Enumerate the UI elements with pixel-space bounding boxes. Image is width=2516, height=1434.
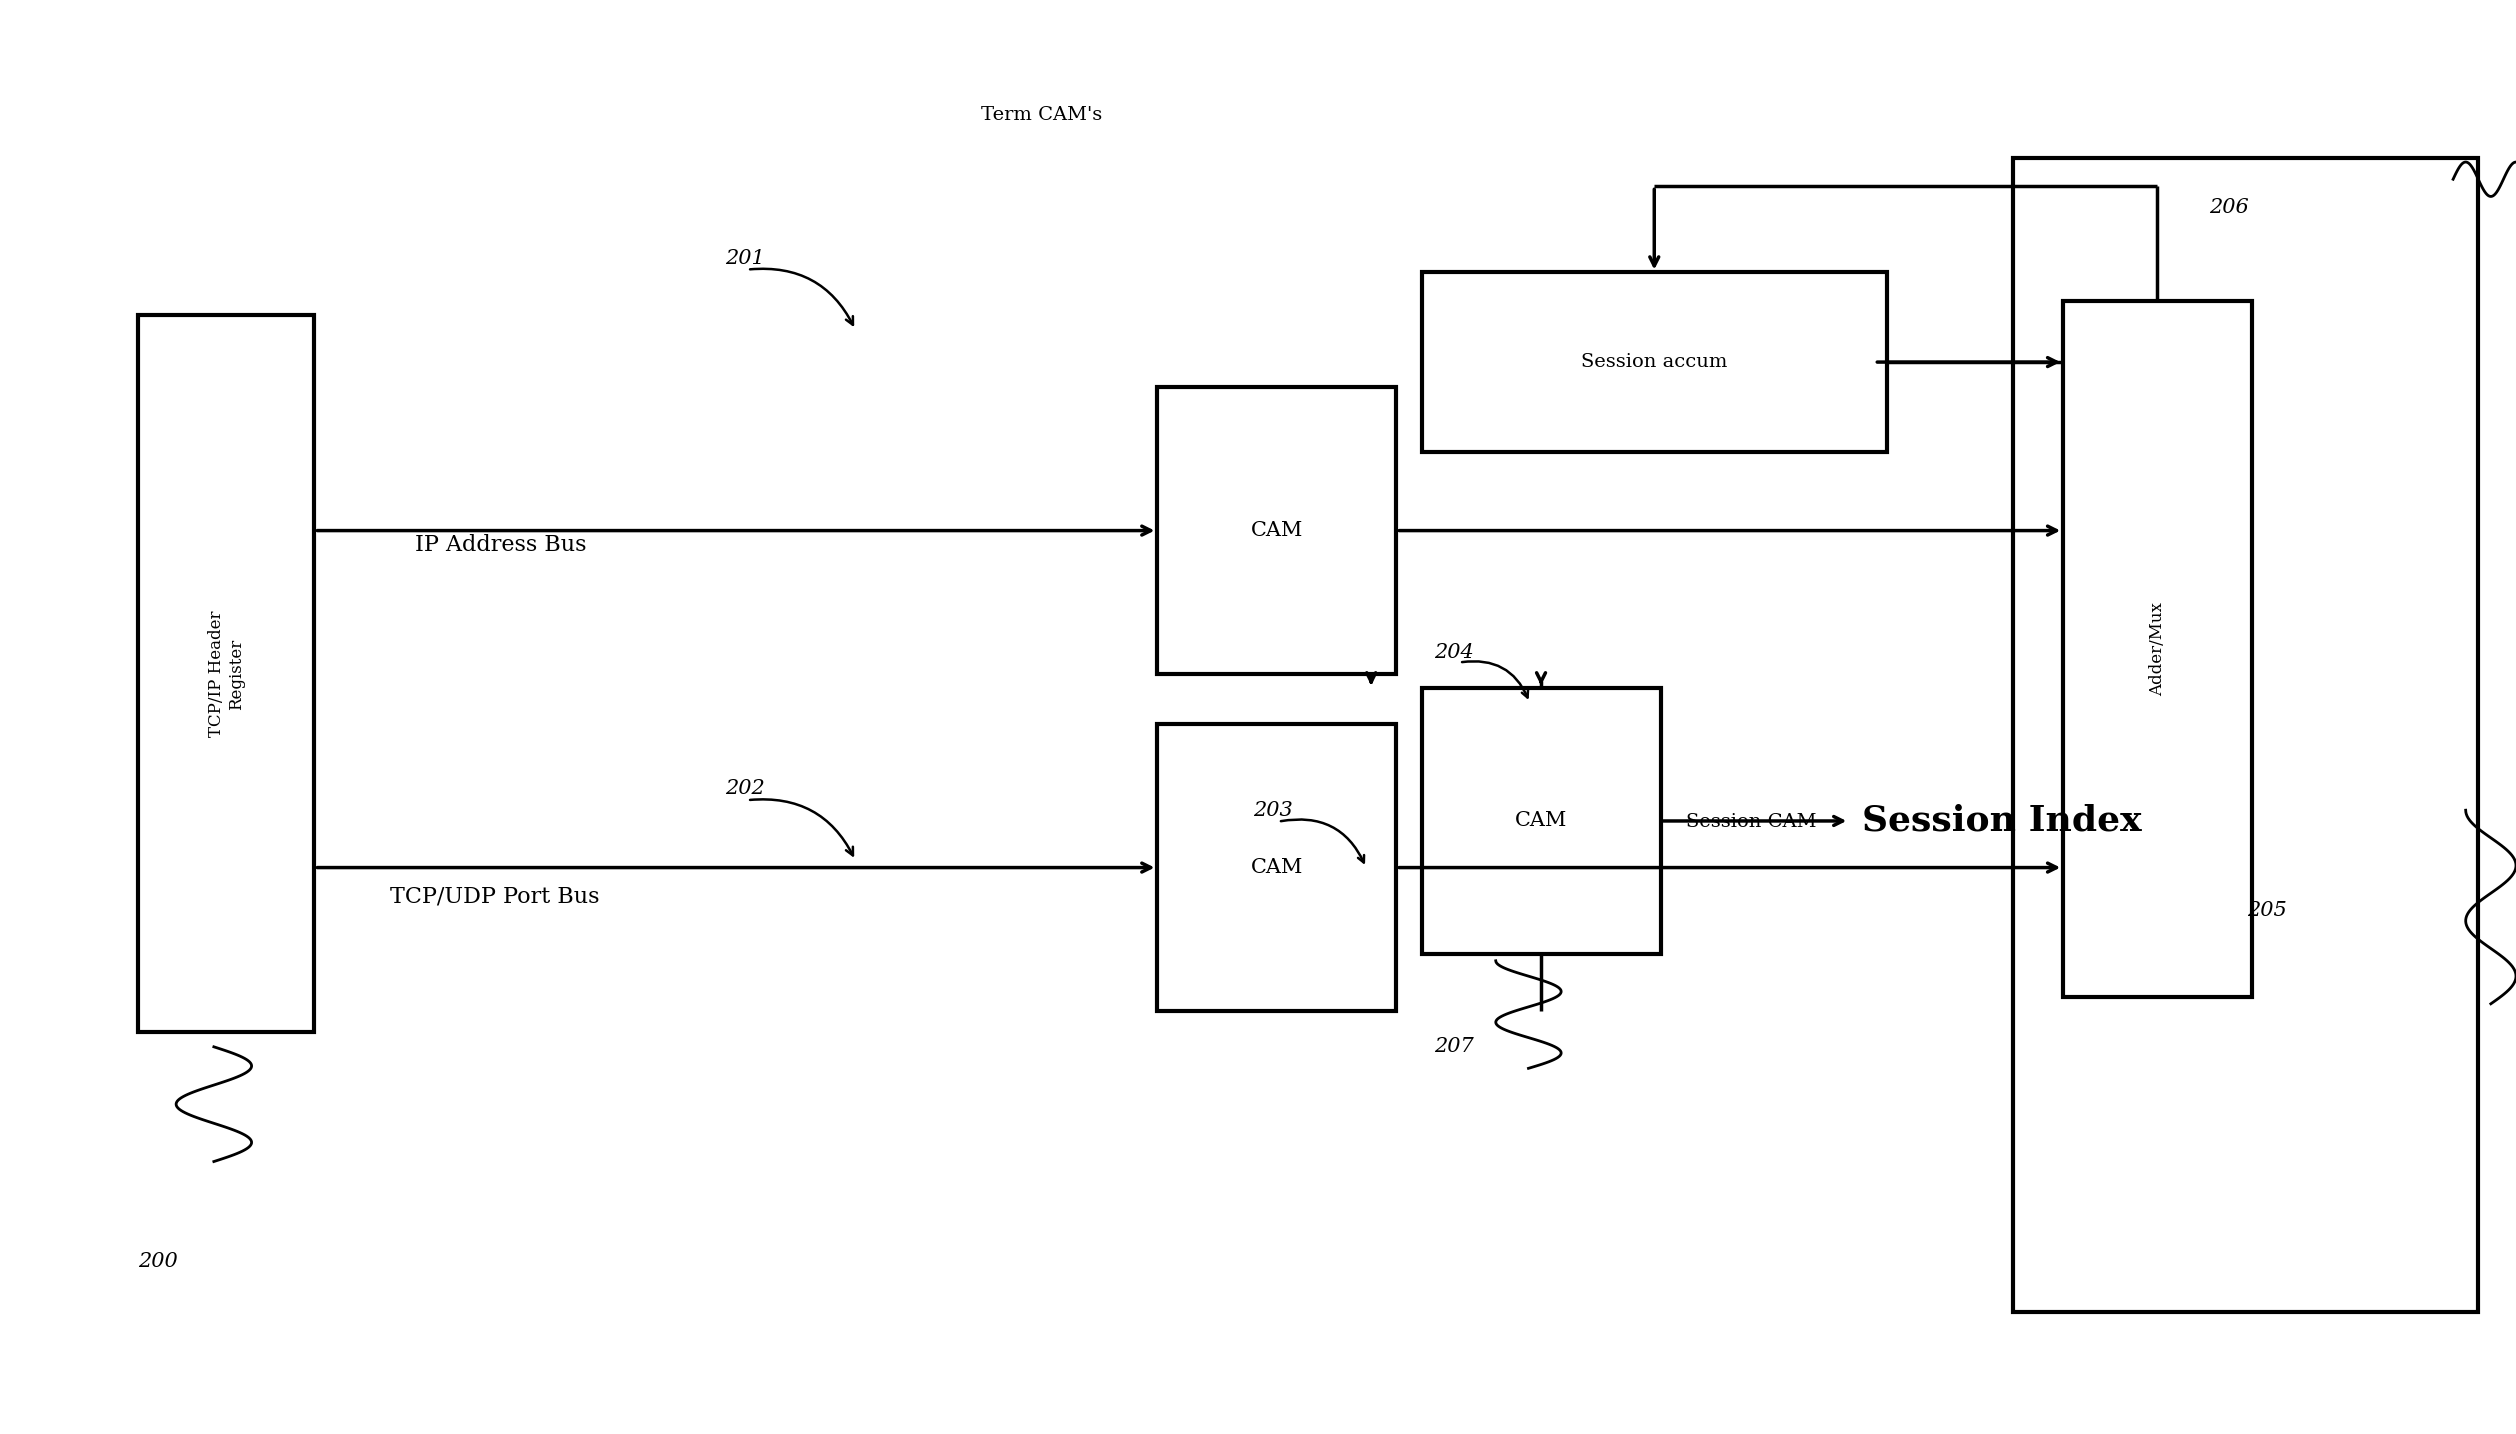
Text: CAM: CAM xyxy=(1250,521,1303,541)
Text: 206: 206 xyxy=(2209,198,2249,218)
Text: TCP/UDP Port Bus: TCP/UDP Port Bus xyxy=(390,885,599,908)
Bar xyxy=(138,315,314,1032)
Text: CAM: CAM xyxy=(1515,812,1567,830)
Text: Session CAM: Session CAM xyxy=(1686,813,1817,830)
Text: Session accum: Session accum xyxy=(1580,353,1728,371)
Text: 200: 200 xyxy=(138,1252,179,1272)
Bar xyxy=(2013,158,2478,1312)
Text: 205: 205 xyxy=(2247,901,2287,921)
Bar xyxy=(2063,301,2252,997)
Text: Adder/Mux: Adder/Mux xyxy=(2149,602,2166,695)
Text: 204: 204 xyxy=(1434,642,1474,663)
Text: TCP/IP Header
Register: TCP/IP Header Register xyxy=(209,611,244,737)
Text: Session Index: Session Index xyxy=(1862,804,2141,837)
Text: Term CAM's: Term CAM's xyxy=(981,106,1102,123)
Text: 202: 202 xyxy=(725,779,765,799)
Text: 207: 207 xyxy=(1434,1037,1474,1057)
Bar xyxy=(1422,272,1887,452)
Text: 201: 201 xyxy=(725,248,765,268)
Bar xyxy=(1422,688,1661,954)
Text: IP Address Bus: IP Address Bus xyxy=(415,533,586,556)
Text: CAM: CAM xyxy=(1250,858,1303,878)
Text: 203: 203 xyxy=(1253,800,1293,820)
Bar xyxy=(1157,724,1396,1011)
Bar xyxy=(1157,387,1396,674)
